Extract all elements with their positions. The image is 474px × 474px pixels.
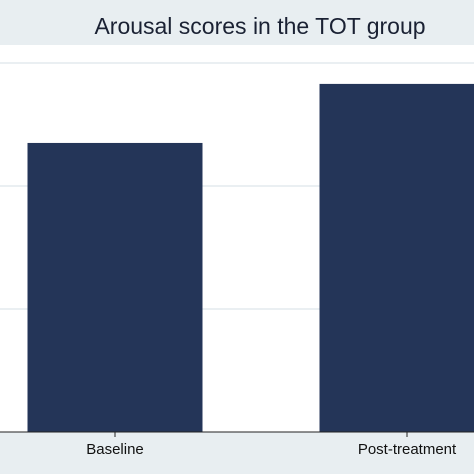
chart-title: Arousal scores in the TOT group xyxy=(94,13,426,39)
x-tick-label-baseline: Baseline xyxy=(86,441,144,458)
bar-post-treatment xyxy=(319,83,474,432)
x-tick-label-post-treatment: Post-treatment xyxy=(358,441,457,458)
bar-baseline xyxy=(27,142,203,432)
